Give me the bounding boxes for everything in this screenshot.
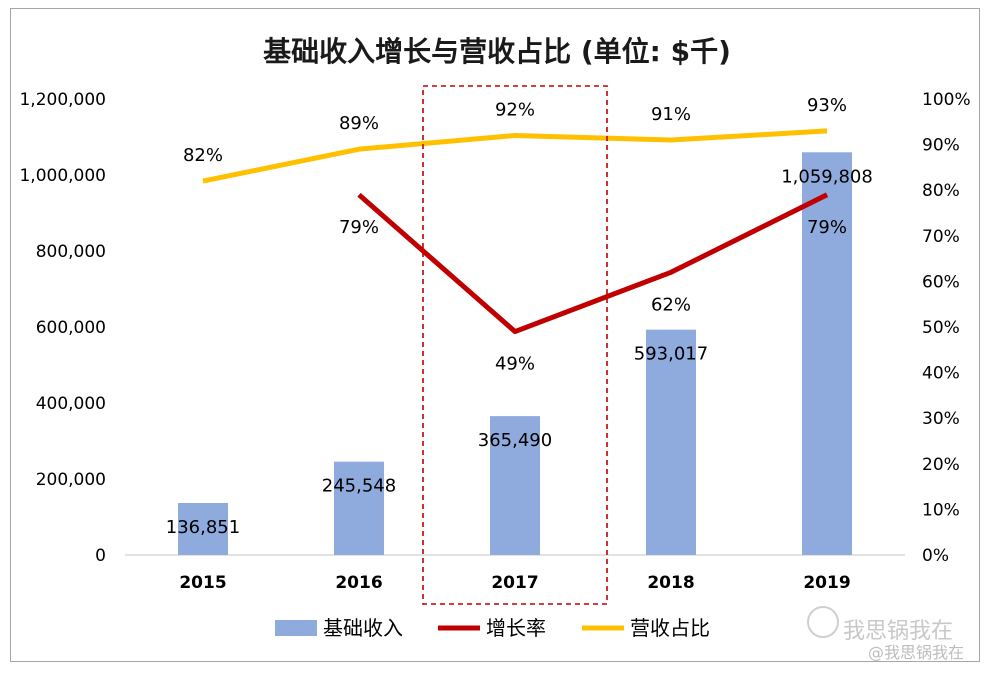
growth-value-label: 79% [807,217,847,238]
right-tick-label: 70% [922,227,960,247]
right-tick-label: 50% [922,318,960,338]
line-series [202,128,829,335]
data-labels: 136,851 245,548 365,490 593,017 1,059,808 82%… [166,95,873,538]
left-axis: 0 200,000 400,000 600,000 800,000 1,000,000 1,… [19,90,106,566]
highlight-box-2017 [422,85,608,605]
bar-value-label: 1,059,808 [781,166,873,187]
bar-2019 [802,152,852,556]
growth-value-label: 49% [495,354,535,375]
watermark-handle: @我思锅我在 [868,643,964,662]
right-tick-label: 90% [922,136,960,156]
share-value-label: 91% [651,104,691,125]
bar-series [178,152,852,556]
share-value-label: 93% [807,95,847,116]
share-value-label: 89% [339,113,379,134]
right-axis: 0% 10% 20% 30% 40% 50% 60% 70% 80% 90% 100% [922,90,971,566]
left-tick-label: 800,000 [36,242,106,262]
left-tick-label: 400,000 [36,394,106,414]
x-tick-label: 2018 [647,573,694,593]
growth-value-label: 79% [339,217,379,238]
right-tick-label: 20% [922,455,960,475]
legend-label: 营收占比 [630,616,710,640]
bar-2015 [178,502,228,555]
growth-value-label: 62% [651,294,691,315]
wechat-icon [807,606,839,638]
x-tick-label: 2017 [491,573,538,593]
share-value-label: 92% [495,99,535,120]
right-tick-label: 10% [922,500,960,520]
legend-label: 增长率 [486,616,546,640]
chart-title: 基础收入增长与营收占比 (单位: $千) [263,35,731,68]
bar-value-label: 245,548 [322,476,396,497]
left-tick-label: 1,200,000 [19,90,106,110]
share-value-label: 82% [183,145,223,166]
line-增长率 [357,192,829,335]
legend: 基础收入 增长率 营收占比 [275,616,710,640]
right-tick-label: 40% [922,364,960,384]
x-tick-label: 2019 [803,573,850,593]
line-营收占比 [202,128,828,184]
bar-2018 [646,329,696,555]
right-tick-label: 0% [922,546,949,566]
left-tick-label: 600,000 [36,318,106,338]
bar-value-label: 593,017 [634,344,708,365]
watermark: 我思锅我在 @我思锅我在 [807,606,964,662]
legend-label: 基础收入 [323,616,403,640]
x-tick-label: 2015 [179,573,226,593]
x-axis: 2015 2016 2017 2018 2019 [179,573,850,593]
watermark-text: 我思锅我在 [843,619,953,644]
x-tick-label: 2016 [335,573,382,593]
right-tick-label: 30% [922,409,960,429]
bar-2016 [334,461,384,555]
right-tick-label: 80% [922,181,960,201]
left-tick-label: 200,000 [36,470,106,490]
right-tick-label: 60% [922,272,960,292]
bar-value-label: 365,490 [478,430,552,451]
left-tick-label: 0 [95,546,106,566]
bar-2017 [490,416,540,555]
legend-swatch-bar [275,620,317,636]
right-tick-label: 100% [922,90,971,110]
bar-value-label: 136,851 [166,517,240,538]
left-tick-label: 1,000,000 [19,166,106,186]
